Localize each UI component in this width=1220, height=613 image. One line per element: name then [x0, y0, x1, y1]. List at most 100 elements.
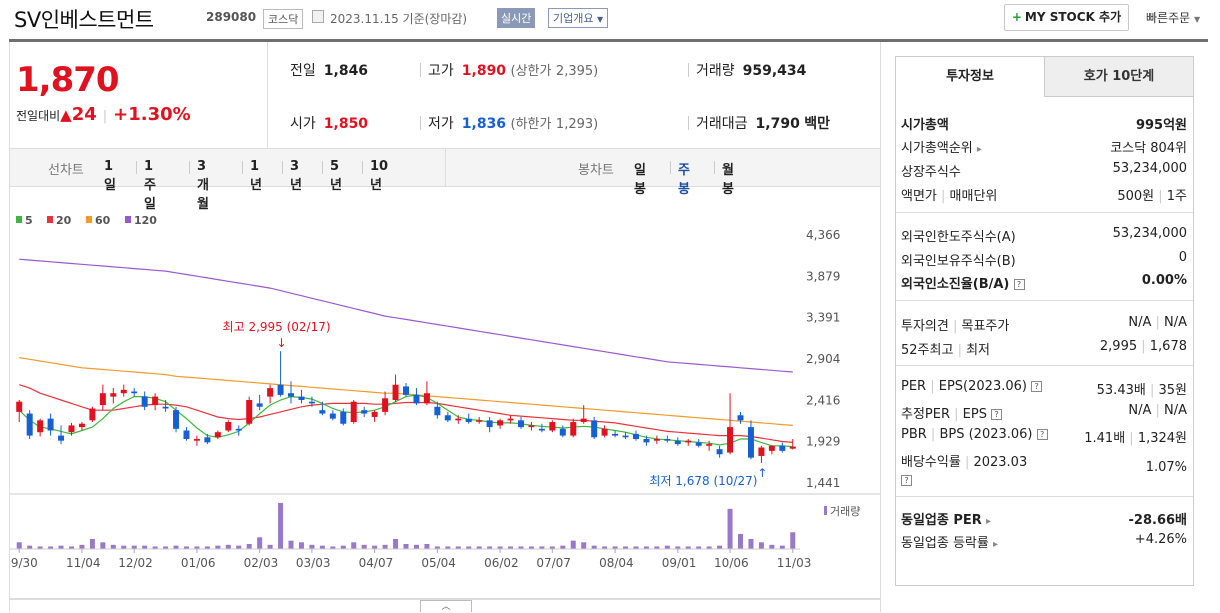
volume-bar: [528, 546, 534, 549]
help-icon[interactable]: ?: [901, 475, 912, 486]
period-tab-3[interactable]: 1년: [250, 159, 262, 193]
period-tab-6[interactable]: 10년: [370, 159, 389, 193]
candle-body: [173, 410, 180, 429]
volume-bar: [351, 542, 357, 549]
bps-label: BPS (2023.06): [939, 427, 1033, 442]
volume-bar: [79, 544, 85, 549]
tab-separator: [714, 161, 715, 174]
volume-bar: [570, 540, 576, 549]
pbr-value: 1.41배: [1084, 431, 1126, 446]
bps-value: 1,324원: [1137, 431, 1187, 446]
tab-invest-info[interactable]: 투자정보: [895, 56, 1045, 97]
volume-bar: [643, 546, 649, 549]
help-icon[interactable]: ?: [1031, 381, 1043, 392]
legend-label-20: 20: [56, 214, 72, 227]
add-mystock-button[interactable]: + MY STOCK 추가: [1004, 4, 1129, 31]
period-tab-2[interactable]: 3개월: [197, 159, 209, 212]
current-price: 1,870: [16, 60, 120, 100]
period-tab-1[interactable]: 1주일: [144, 159, 156, 212]
tab-separator: [189, 161, 190, 174]
industry-per-value: -28.66배: [1128, 513, 1187, 528]
candle-tab-2[interactable]: 월봉: [722, 163, 734, 197]
help-icon[interactable]: ?: [1036, 429, 1048, 440]
candle-body: [528, 425, 535, 428]
candle-body: [225, 422, 232, 431]
volume-bar: [267, 544, 273, 549]
period-tab-0[interactable]: 1일: [104, 159, 116, 193]
pbr-label: PBR: [901, 427, 927, 442]
quick-order-label: 빠른주문: [1146, 11, 1191, 25]
volume-bar: [319, 545, 325, 549]
per-row: PER | EPS(2023.06) ? 53.43배 | 35원: [901, 379, 1187, 398]
candle-body: [465, 418, 472, 423]
face-value: 500원: [1117, 189, 1155, 204]
candle-body: [288, 393, 295, 397]
x-tick-label: 11/04: [66, 556, 101, 570]
volume-bar: [696, 546, 702, 549]
collapse-button[interactable]: ︿: [420, 600, 472, 612]
period-tab-5[interactable]: 5년: [330, 159, 342, 193]
bottom-divider: [10, 598, 880, 600]
low-value: 1,836: [461, 116, 507, 132]
up-arrow-icon: ▲: [60, 106, 72, 124]
candle-body: [497, 420, 504, 426]
volume-bar: [758, 542, 764, 549]
candle-body: [695, 442, 702, 446]
candle-body: [727, 427, 734, 453]
legend-swatch-120: [125, 216, 131, 223]
industry-rate-row[interactable]: 동일업종 등락률 ▸ +4.26%: [901, 532, 1187, 551]
candle-body: [235, 428, 242, 431]
volume-bar: [340, 545, 346, 549]
volume-bar: [110, 544, 116, 549]
candle-body: [256, 403, 263, 407]
volume-bar: [633, 546, 639, 549]
tab-separator: [362, 161, 363, 174]
up-arrow-icon: ↑: [757, 466, 767, 480]
help-icon[interactable]: ?: [1013, 279, 1025, 290]
volume-bar: [706, 546, 712, 549]
quick-order-button[interactable]: 빠른주문 ▼: [1146, 9, 1200, 26]
per-label: PER: [901, 379, 927, 394]
target-price-value: N/A: [1164, 315, 1187, 330]
volume-bar: [152, 546, 158, 549]
volume-bar: [100, 542, 106, 549]
per-value: 53.43배: [1096, 383, 1146, 398]
y-tick-label: 2,904: [806, 352, 840, 366]
line-ma120: [19, 258, 793, 373]
volume-bar: [309, 544, 315, 549]
low-annotation: 최저 1,678 (10/27): [649, 474, 757, 488]
volume-bar: [257, 537, 263, 549]
candle-body: [382, 398, 389, 412]
candle-body: [423, 393, 430, 404]
company-overview-button[interactable]: 기업개요 ▼: [548, 8, 609, 28]
volume-bar: [121, 545, 127, 549]
cap-rank-row[interactable]: 시가총액순위 ▸ 코스닥 804위: [901, 137, 1187, 156]
target-price-label: 목표주가: [961, 319, 1010, 334]
candle-body: [789, 446, 796, 449]
volume-bar: [27, 545, 33, 549]
candle-body: [298, 396, 305, 400]
x-tick-label: 08/04: [599, 556, 634, 570]
realtime-button[interactable]: 실시간: [497, 8, 536, 28]
candle-tab-1[interactable]: 주봉: [678, 163, 690, 197]
volume-bar: [372, 545, 378, 549]
candle-body: [455, 418, 462, 421]
period-tab-4[interactable]: 3년: [290, 159, 302, 193]
info-tabs: 투자정보 호가 10단계: [895, 56, 1194, 97]
candle-body: [674, 440, 681, 445]
candle-body: [267, 388, 274, 397]
x-tick-label: 02/03: [244, 556, 279, 570]
candle-tab-0[interactable]: 일봉: [634, 163, 646, 197]
dividend-label: 배당수익률: [901, 455, 961, 470]
candle-body: [392, 384, 399, 400]
cap-rank-value: 코스닥 804위: [1110, 141, 1187, 156]
volume-bar: [591, 545, 597, 549]
tab-hoga[interactable]: 호가 10단계: [1044, 56, 1194, 97]
x-tick-label: 04/07: [359, 556, 394, 570]
help-icon[interactable]: ?: [991, 409, 1003, 420]
volume-bar: [455, 546, 461, 549]
industry-per-row[interactable]: 동일업종 PER ▸ -28.66배: [901, 509, 1187, 528]
tab-separator: [136, 161, 137, 174]
volume-bar: [487, 546, 493, 549]
candle-body: [78, 423, 85, 428]
